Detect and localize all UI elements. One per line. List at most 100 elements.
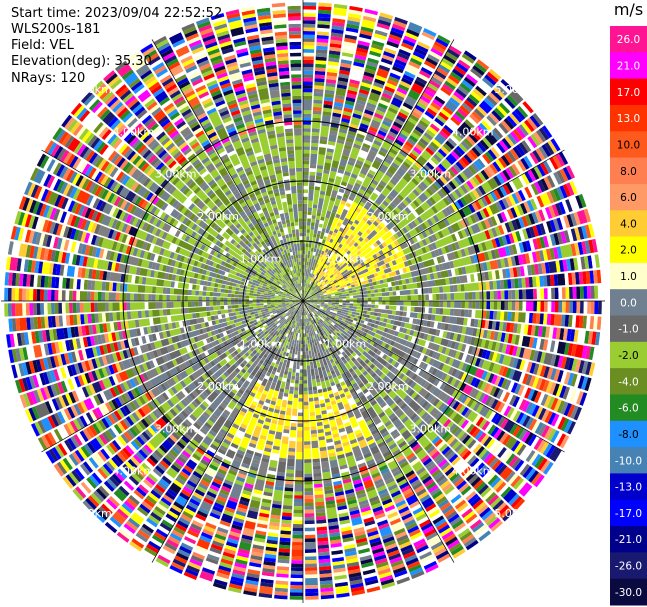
velocity-gate: [347, 313, 352, 317]
velocity-gate: [342, 48, 355, 55]
velocity-gate: [334, 281, 339, 285]
velocity-gate: [391, 286, 397, 291]
velocity-gate: [450, 242, 457, 251]
velocity-gate: [277, 391, 284, 400]
velocity-gate: [471, 146, 481, 157]
velocity-gate: [416, 122, 427, 132]
velocity-gate: [332, 18, 346, 24]
velocity-gate: [544, 262, 550, 274]
velocity-gate: [384, 47, 397, 55]
velocity-gate: [477, 243, 484, 253]
velocity-gate: [416, 172, 425, 181]
velocity-gate: [498, 269, 504, 279]
velocity-gate: [470, 273, 475, 282]
velocity-gate: [519, 266, 525, 277]
velocity-gate: [375, 75, 387, 82]
velocity-gate: [322, 111, 332, 116]
velocity-sectors: [4, 2, 602, 600]
velocity-gate: [412, 277, 417, 283]
velocity-gate: [317, 13, 331, 18]
velocity-gate: [525, 240, 532, 252]
velocity-gate: [353, 327, 358, 332]
velocity-gate: [303, 13, 316, 17]
velocity-gate: [329, 279, 334, 284]
velocity-gate: [303, 135, 311, 140]
velocity-gate: [313, 469, 322, 474]
velocity-gate: [327, 68, 338, 74]
velocity-gate: [306, 236, 310, 241]
velocity-gate: [363, 139, 373, 146]
velocity-gate: [572, 301, 577, 314]
velocity-gate: [330, 167, 338, 173]
velocity-gate: [330, 264, 335, 269]
velocity-gate: [510, 256, 517, 267]
velocity-gate: [454, 176, 463, 186]
velocity-gate: [415, 44, 429, 54]
velocity-gate: [466, 336, 473, 345]
velocity-gate: [327, 211, 336, 227]
velocity-gate: [460, 219, 467, 228]
velocity-gate: [336, 84, 347, 90]
velocity-gate: [343, 275, 348, 280]
velocity-gate: [479, 301, 483, 310]
velocity-gate: [325, 82, 336, 88]
velocity-gate: [440, 338, 450, 347]
velocity-gate: [387, 181, 395, 189]
velocity-gate: [357, 231, 363, 237]
velocity-gate: [338, 296, 343, 299]
velocity-gate: [344, 34, 358, 40]
velocity-gate: [476, 158, 486, 169]
velocity-gate: [303, 394, 309, 402]
velocity-gate: [517, 159, 527, 172]
velocity-gate: [324, 96, 334, 102]
velocity-gate: [395, 90, 406, 99]
velocity-gate: [486, 115, 497, 127]
velocity-gate: [378, 296, 383, 301]
velocity-gate: [475, 85, 487, 97]
velocity-gate: [568, 196, 580, 211]
velocity-gate: [383, 327, 389, 333]
velocity-gate: [501, 223, 508, 234]
velocity-gate: [532, 363, 540, 375]
velocity-gate: [519, 347, 525, 358]
velocity-gate: [501, 235, 508, 246]
velocity-gate: [480, 220, 488, 230]
velocity-gate: [290, 570, 303, 575]
velocity-gate: [335, 297, 339, 300]
velocity-gate: [338, 227, 344, 233]
velocity-gate: [331, 295, 339, 298]
velocity-gate: [577, 226, 585, 240]
velocity-gate: [562, 386, 571, 400]
velocity-gate: [583, 255, 590, 270]
velocity-gate: [510, 278, 516, 289]
velocity-gate: [491, 320, 497, 330]
velocity-gate: [317, 197, 324, 210]
velocity-gate: [532, 150, 542, 163]
velocity-gate: [325, 184, 333, 197]
velocity-gate: [459, 171, 469, 182]
velocity-gate: [269, 459, 278, 469]
velocity-gate: [303, 45, 315, 50]
velocity-gate: [339, 69, 350, 76]
velocity-gate: [558, 201, 566, 215]
velocity-gate: [432, 73, 445, 83]
velocity-gate: [306, 239, 309, 244]
velocity-gate: [324, 304, 328, 307]
velocity-gate: [525, 402, 534, 414]
velocity-gate: [306, 298, 310, 300]
velocity-gate: [587, 331, 594, 345]
velocity-gate: [553, 247, 559, 260]
velocity-gate: [304, 272, 306, 276]
velocity-gate: [402, 120, 416, 135]
velocity-gate: [524, 186, 533, 199]
velocity-gate: [363, 204, 370, 211]
velocity-gate: [309, 354, 313, 359]
velocity-gate: [359, 29, 373, 37]
velocity-gate: [489, 163, 499, 175]
velocity-gate: [581, 225, 588, 239]
velocity-gate: [327, 283, 335, 288]
velocity-gate: [512, 146, 523, 159]
velocity-gate: [384, 197, 392, 205]
velocity-gate: [317, 27, 330, 33]
velocity-gate: [516, 266, 522, 277]
